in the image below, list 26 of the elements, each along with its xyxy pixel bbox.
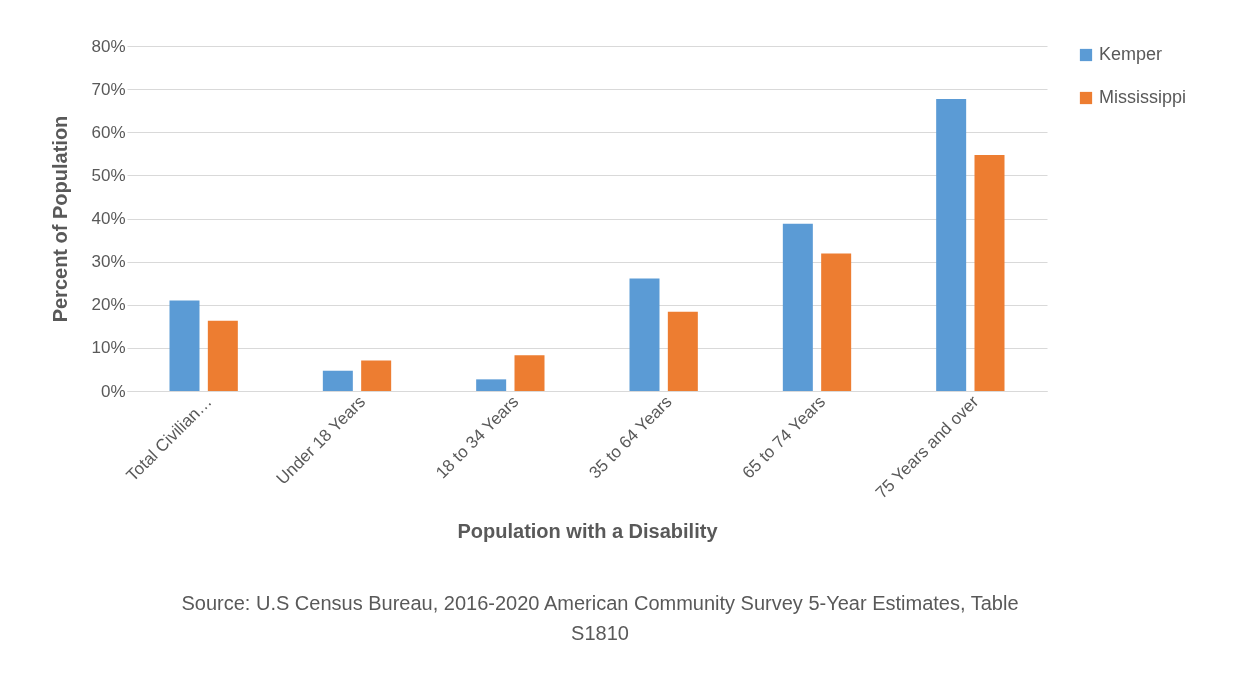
source-note: Source: U.S Census Bureau, 2016-2020 American Community Survey 5-Year Estimates, Table S1810: [180, 591, 1020, 646]
bar: [361, 360, 392, 391]
bar: [782, 223, 813, 391]
bar: [667, 311, 698, 391]
y-tick-label: 30%: [91, 252, 126, 272]
y-tick-label: 40%: [91, 209, 126, 228]
y-tick-label: 70%: [91, 79, 126, 99]
legend-label: Kemper: [1099, 44, 1163, 64]
bar: [207, 320, 238, 391]
bar: [322, 370, 353, 391]
bar: [169, 300, 200, 391]
bar: [821, 253, 852, 391]
bar: [936, 99, 967, 391]
bar: [629, 278, 660, 391]
y-tick-label: 0%: [100, 381, 126, 401]
bar: [514, 355, 545, 391]
x-axis-title: Population with a Disability: [457, 519, 719, 542]
bar: [476, 379, 507, 391]
y-axis-title: Percent of Population: [49, 115, 72, 323]
legend-label: Mississippi: [1099, 87, 1187, 107]
y-tick-label: 80%: [91, 36, 126, 56]
y-tick-label: 20%: [91, 295, 126, 315]
y-tick-label: 10%: [91, 338, 126, 358]
bar: [974, 155, 1005, 391]
y-tick-label: 50%: [91, 165, 126, 185]
y-tick-label: 60%: [91, 122, 126, 142]
